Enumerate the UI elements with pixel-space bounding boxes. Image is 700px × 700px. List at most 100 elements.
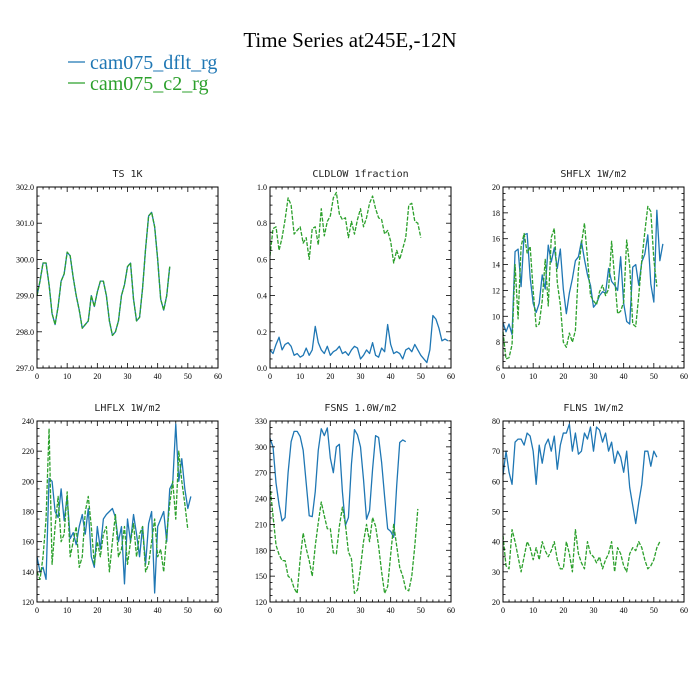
panel-title-ts: TS 1K — [112, 169, 142, 180]
figure-title: Time Series at245E,-12N — [243, 28, 456, 52]
x-tick-label-flns: 40 — [620, 606, 628, 615]
y-tick-label-shflx: 6 — [496, 364, 500, 373]
x-tick-label-ts: 0 — [35, 372, 39, 381]
x-tick-label-ts: 40 — [154, 372, 162, 381]
y-tick-label-lhflx: 200 — [22, 477, 34, 486]
series-line-ts-cam075-c2-rg — [36, 211, 171, 337]
y-tick-label-shflx: 8 — [496, 338, 500, 347]
x-tick-label-lhflx: 60 — [214, 606, 222, 615]
panel-frame-lhflx — [36, 420, 219, 603]
y-tick-label-lhflx: 180 — [22, 508, 34, 517]
x-tick-label-flns: 20 — [559, 606, 567, 615]
x-tick-label-cldlow: 10 — [296, 372, 304, 381]
y-tick-label-lhflx: 220 — [22, 447, 34, 456]
y-tick-label-lhflx: 160 — [22, 538, 34, 547]
x-tick-label-lhflx: 30 — [124, 606, 132, 615]
x-tick-label-lhflx: 0 — [35, 606, 39, 615]
x-tick-label-ts: 20 — [93, 372, 101, 381]
x-tick-label-ts: 60 — [214, 372, 222, 381]
y-tick-label-fsns: 120 — [255, 598, 267, 607]
panel-fsns: FSNS 1.0W/m2 0 10 20 30 40 50 60 120 150 180 210 240… — [255, 403, 455, 615]
y-tick-label-lhflx: 140 — [22, 568, 34, 577]
series-line-cldlow-cam075-c2-rg — [269, 191, 422, 264]
y-tick-label-shflx: 14 — [492, 261, 500, 270]
x-tick-label-cldlow: 40 — [387, 372, 395, 381]
x-tick-label-flns: 60 — [680, 606, 688, 615]
x-tick-label-shflx: 60 — [680, 372, 688, 381]
y-tick-label-shflx: 10 — [492, 312, 500, 321]
panels: TS 1K0 10 20 30 40 50 60297.0298.0299.0300.030… — [16, 169, 688, 615]
y-tick-label-flns: 60 — [492, 477, 500, 486]
panel-lhflx: LHFLX 1W/m2 0 10 20 30 40 50 60 120 140 160 180 200 2… — [22, 403, 222, 615]
panel-flns: FLNS 1W/m2 0 10 20 30 40 50 60 20 30 40 50 60 70 80 — [492, 403, 688, 615]
y-tick-label-cldlow: 0.6 — [257, 255, 267, 264]
y-tick-label-fsns: 240 — [255, 495, 267, 504]
y-tick-label-flns: 20 — [492, 598, 500, 607]
legend: cam075_dflt_rg cam075_c2_rg — [68, 52, 217, 95]
x-tick-label-ts: 50 — [184, 372, 192, 381]
y-tick-label-cldlow: 0.0 — [257, 364, 267, 373]
y-tick-label-shflx: 12 — [492, 286, 500, 295]
y-tick-label-shflx: 16 — [492, 235, 500, 244]
x-tick-label-cldlow: 0 — [268, 372, 272, 381]
series-line-lhflx-cam075-c2-rg — [36, 427, 189, 581]
x-tick-label-fsns: 20 — [326, 606, 334, 615]
legend-label-c2: cam075_c2_rg — [90, 73, 209, 95]
x-tick-label-flns: 30 — [590, 606, 598, 615]
series-line-flns-cam075-c2-rg — [502, 528, 661, 573]
y-tick-label-cldlow: 0.8 — [257, 219, 267, 228]
x-tick-label-fsns: 60 — [447, 606, 455, 615]
panel-title-lhflx: LHFLX 1W/m2 — [94, 403, 160, 414]
series-line-flns-cam075-dflt-rg — [502, 423, 658, 525]
y-tick-label-lhflx: 240 — [22, 417, 34, 426]
x-tick-label-fsns: 40 — [387, 606, 395, 615]
y-tick-label-ts: 301.0 — [16, 219, 34, 228]
y-tick-label-fsns: 210 — [255, 520, 267, 529]
panel-frame-ts — [36, 186, 219, 369]
y-tick-label-flns: 40 — [492, 538, 500, 547]
panel-title-cldlow: CLDLOW 1fraction — [312, 169, 408, 180]
x-tick-label-ts: 30 — [124, 372, 132, 381]
y-tick-label-ts: 302.0 — [16, 183, 34, 192]
panel-title-shflx: SHFLX 1W/m2 — [560, 169, 626, 180]
y-tick-label-fsns: 330 — [255, 417, 267, 426]
panel-ts: TS 1K 0 10 20 30 40 50 60 297.0 298.0 299.0 300.0 30… — [16, 169, 222, 381]
x-tick-label-flns: 0 — [501, 606, 505, 615]
y-tick-label-shflx: 20 — [492, 183, 500, 192]
series-line-fsns-cam075-c2-rg — [269, 485, 419, 595]
y-tick-label-cldlow: 0.2 — [257, 328, 267, 337]
x-tick-label-fsns: 10 — [296, 606, 304, 615]
y-tick-label-fsns: 270 — [255, 469, 267, 478]
x-tick-label-shflx: 10 — [529, 372, 537, 381]
y-tick-label-shflx: 18 — [492, 209, 500, 218]
y-tick-label-flns: 30 — [492, 568, 500, 577]
y-tick-label-flns: 50 — [492, 508, 500, 517]
series-line-lhflx-cam075-dflt-rg — [36, 423, 192, 594]
y-tick-label-ts: 297.0 — [16, 364, 34, 373]
x-tick-label-lhflx: 50 — [184, 606, 192, 615]
x-tick-label-shflx: 30 — [590, 372, 598, 381]
panel-frame-cldlow — [269, 186, 452, 369]
series-line-fsns-cam075-dflt-rg — [269, 427, 407, 539]
x-tick-label-shflx: 0 — [501, 372, 505, 381]
x-tick-label-lhflx: 20 — [93, 606, 101, 615]
y-tick-label-flns: 70 — [492, 447, 500, 456]
x-tick-label-shflx: 40 — [620, 372, 628, 381]
series-line-shflx-cam075-dflt-rg — [502, 209, 664, 336]
y-tick-label-cldlow: 0.4 — [257, 292, 267, 301]
y-tick-label-fsns: 150 — [255, 572, 267, 581]
x-tick-label-cldlow: 30 — [357, 372, 365, 381]
y-tick-label-ts: 299.0 — [16, 292, 34, 301]
series-line-cldlow-cam075-dflt-rg — [269, 314, 449, 364]
x-tick-label-lhflx: 10 — [63, 606, 71, 615]
panel-shflx: SHFLX 1W/m2 0 10 20 30 40 50 60 6 8 10 12 14 16 18 20 — [492, 169, 688, 381]
x-tick-label-fsns: 30 — [357, 606, 365, 615]
y-tick-label-cldlow: 1.0 — [257, 183, 267, 192]
y-tick-label-fsns: 300 — [255, 443, 267, 452]
y-tick-label-ts: 298.0 — [16, 328, 34, 337]
x-tick-label-ts: 10 — [63, 372, 71, 381]
x-tick-label-cldlow: 20 — [326, 372, 334, 381]
x-tick-label-fsns: 0 — [268, 606, 272, 615]
x-tick-label-flns: 50 — [650, 606, 658, 615]
